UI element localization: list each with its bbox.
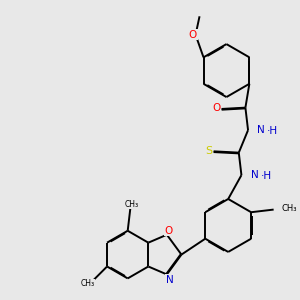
Text: N: N	[166, 275, 173, 285]
Text: CH₃: CH₃	[124, 200, 139, 209]
Text: N: N	[251, 170, 258, 180]
Text: N: N	[257, 125, 265, 135]
Text: S: S	[205, 146, 212, 156]
Text: CH₃: CH₃	[282, 204, 297, 213]
Text: O: O	[189, 30, 197, 40]
Text: ·H: ·H	[260, 172, 272, 182]
Text: ·H: ·H	[267, 127, 278, 136]
Text: CH₃: CH₃	[80, 279, 94, 288]
Text: O: O	[212, 103, 220, 112]
Text: O: O	[164, 226, 172, 236]
